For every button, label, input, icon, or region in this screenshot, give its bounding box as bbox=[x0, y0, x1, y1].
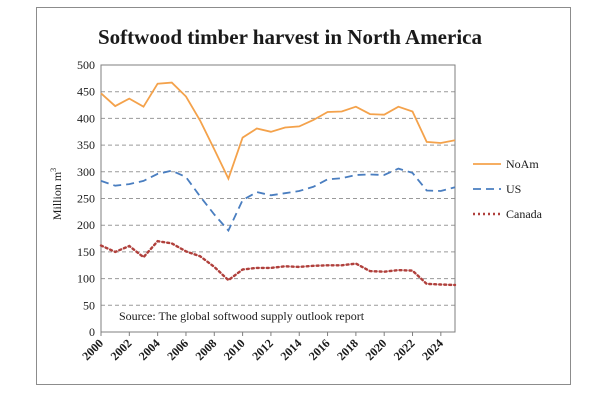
y-axis-label: Million m3 bbox=[49, 168, 64, 220]
x-tick-label: 2024 bbox=[419, 336, 446, 363]
gridlines bbox=[101, 91, 455, 306]
x-tick-label: 2004 bbox=[136, 336, 163, 363]
y-tick-label: 350 bbox=[77, 138, 95, 152]
y-tick-label: 250 bbox=[77, 192, 95, 206]
y-axis-label-sup: 3 bbox=[49, 168, 58, 172]
y-tick-label: 450 bbox=[77, 85, 95, 99]
series-line-canada bbox=[99, 239, 457, 287]
plot-area bbox=[100, 64, 456, 333]
x-tick-label: 2002 bbox=[108, 336, 135, 363]
legend-label-us: US bbox=[506, 182, 521, 196]
y-axis-label-text: Million m bbox=[50, 171, 64, 220]
chart-svg: Softwood timber harvest in North America… bbox=[49, 25, 543, 363]
x-tick-label: 2020 bbox=[362, 336, 389, 363]
chart-frame: Softwood timber harvest in North America… bbox=[36, 7, 571, 385]
legend-label-canada: Canada bbox=[506, 207, 543, 221]
x-tick-label: 2012 bbox=[249, 336, 276, 363]
y-tick-label: 50 bbox=[83, 298, 95, 312]
source-note: Source: The global softwood supply outlo… bbox=[119, 309, 365, 323]
chart-title: Softwood timber harvest in North America bbox=[98, 25, 482, 49]
y-tick-label: 150 bbox=[77, 245, 95, 259]
y-tick-label: 300 bbox=[77, 165, 95, 179]
legend-label-noam: NoAm bbox=[506, 157, 539, 171]
x-tick-label: 2000 bbox=[79, 336, 106, 363]
legend: NoAm US Canada bbox=[473, 157, 543, 221]
y-axis-ticks: 0 50 100 150 200 250 300 350 400 450 500 bbox=[77, 58, 95, 339]
x-tick-label: 2016 bbox=[306, 336, 333, 363]
y-tick-label: 0 bbox=[89, 325, 95, 339]
x-axis-ticks: 2000 2002 2004 2006 2008 2010 2012 2014 2016 2018… bbox=[79, 332, 446, 363]
x-tick-label: 2018 bbox=[334, 336, 361, 363]
x-tick-label: 2022 bbox=[391, 336, 418, 363]
x-tick-label: 2006 bbox=[164, 336, 191, 363]
y-tick-label: 200 bbox=[77, 218, 95, 232]
y-tick-label: 500 bbox=[77, 58, 95, 72]
series-line-us bbox=[100, 167, 456, 233]
x-tick-label: 2010 bbox=[221, 336, 248, 363]
y-tick-label: 400 bbox=[77, 111, 95, 125]
x-tick-label: 2014 bbox=[277, 336, 304, 363]
y-tick-label: 100 bbox=[77, 272, 95, 286]
series-lines bbox=[99, 81, 457, 287]
series-line-noam bbox=[100, 81, 456, 182]
x-tick-label: 2008 bbox=[193, 336, 220, 363]
